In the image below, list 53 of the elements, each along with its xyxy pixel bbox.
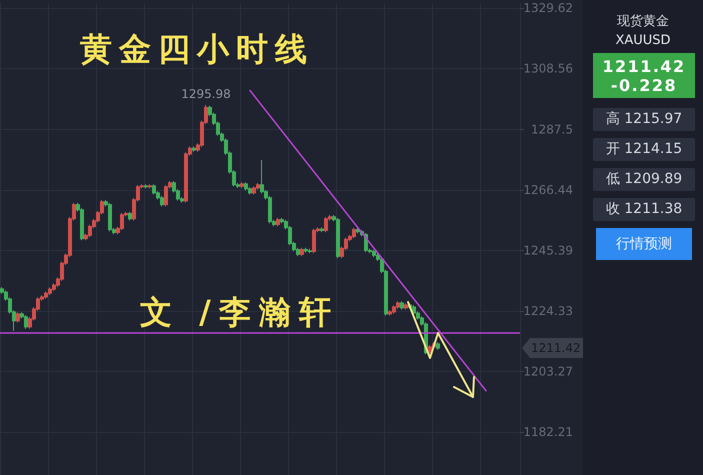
candlestick	[276, 217, 280, 227]
candlestick	[192, 146, 196, 152]
candlestick	[152, 184, 156, 196]
candlestick	[308, 248, 312, 254]
text: 高 1215.97	[593, 108, 695, 131]
candlestick	[372, 249, 376, 258]
y-tick-label: 1329.62	[523, 1, 573, 16]
text: -0.228	[610, 76, 678, 94]
candlestick	[16, 312, 20, 324]
candlestick	[300, 247, 304, 257]
y-tick-label: 1182.21	[523, 425, 573, 440]
candlestick	[256, 182, 260, 190]
candlestick	[436, 342, 440, 350]
candlestick	[144, 184, 148, 190]
candlestick	[352, 227, 356, 239]
text: 收 1211.38	[593, 198, 695, 221]
y-tick-label: 1308.56	[523, 62, 573, 76]
candlestick	[404, 302, 408, 310]
candlestick	[44, 290, 48, 300]
candlestick	[412, 304, 416, 316]
candlestick	[108, 202, 112, 232]
candlestick	[400, 300, 404, 310]
text: 黄金四小时线	[80, 30, 314, 68]
candlestick	[128, 211, 132, 221]
candlestick	[24, 314, 28, 330]
y-tick-label: 1266.44	[523, 182, 573, 197]
y-tick-label: 1287.5	[531, 122, 573, 136]
y-tick-label: 1245.39	[523, 243, 573, 258]
candlestick	[388, 310, 392, 316]
forecast-button[interactable]: 行情预测	[596, 228, 692, 260]
annotation: 1295.98	[181, 86, 231, 101]
candlestick	[244, 182, 248, 192]
candlestick	[304, 247, 308, 254]
y-tick-label: 1203.27	[523, 364, 573, 379]
candlestick	[324, 216, 328, 233]
text: 低 1209.89	[593, 168, 695, 191]
candlestick	[48, 286, 52, 296]
text: 1211.42	[602, 56, 686, 76]
text: XAUUSD	[614, 32, 672, 50]
candlestick	[320, 226, 324, 233]
candlestick	[148, 184, 152, 190]
candlestick	[252, 186, 256, 196]
y-tick-label: 1224.33	[523, 304, 573, 318]
text: 开 1214.15	[593, 138, 695, 161]
candlestick	[392, 304, 396, 314]
annotation: 文 /李瀚轩	[140, 293, 339, 331]
candlestick	[312, 228, 316, 254]
candlestick	[240, 182, 244, 188]
candlestick	[336, 217, 340, 259]
candlestick	[396, 300, 400, 310]
candlestick	[120, 212, 124, 231]
candlestick	[164, 184, 168, 207]
text: 现货黄金	[616, 13, 670, 31]
